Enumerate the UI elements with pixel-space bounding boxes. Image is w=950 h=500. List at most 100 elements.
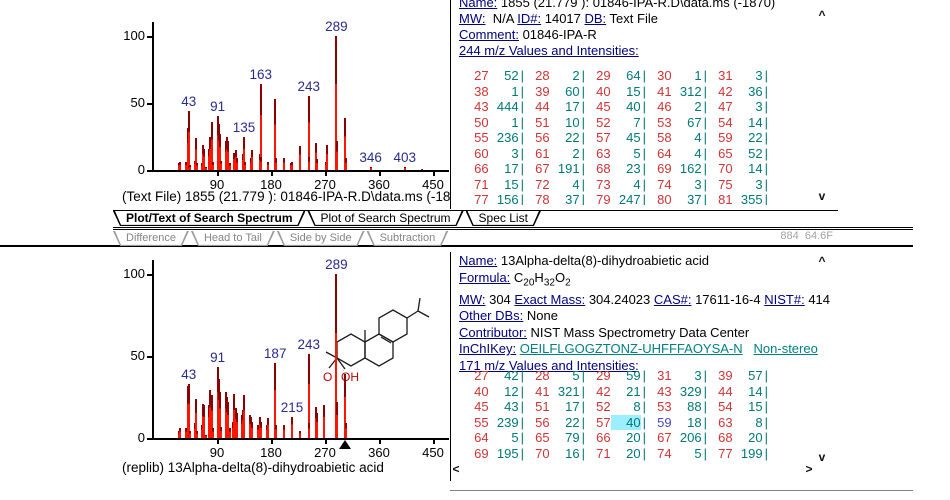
scroll-down-arrow[interactable]: v (818, 450, 826, 464)
mz-pair: 40 12 | (463, 384, 524, 400)
tab-subtraction[interactable]: Subtraction (367, 231, 449, 246)
mz-cell: 66 (474, 161, 489, 176)
mz-cell: | (520, 383, 524, 399)
mz-cell: 81 (718, 192, 733, 205)
scroll-right-arrow[interactable]: > (805, 462, 813, 476)
scroll-left-arrow[interactable]: < (452, 462, 460, 476)
mz-cell: | (703, 414, 707, 430)
mz-pair: 67 206 | (646, 430, 707, 446)
x-tick-label: 360 (368, 445, 390, 460)
peak-bar (240, 415, 243, 438)
molecular-ion-marker (339, 440, 352, 449)
tab-side-by-side[interactable]: Side by Side (277, 231, 365, 246)
search-spectrum-plot[interactable]: (Text File) 1855 (21.779 ): 01846-IPA-R.… (113, 0, 450, 209)
mz-cell: 77 (718, 445, 733, 461)
mz-cell: | (764, 192, 768, 205)
mz-cell: 15 (748, 399, 763, 414)
mz-cell: | (642, 368, 646, 383)
mz-cell: 59 (626, 368, 641, 383)
scroll-down-arrow[interactable]: v (818, 189, 826, 203)
tab-label: Subtraction (379, 232, 436, 244)
mz-cell: 55 (474, 130, 489, 145)
mz-cell: 74 (657, 176, 672, 192)
x-tick-label: 360 (368, 177, 390, 192)
tab-plot-of-search-spectrum[interactable]: Plot of Search Spectrum (307, 211, 463, 226)
peak-bar (233, 393, 236, 438)
mz-pair: 42 21 | (585, 384, 646, 400)
mz-pair: 43 444 | (463, 99, 524, 115)
mz-row: 43 444 | 44 17 | 45 40 | 46 2 | 47 3 | (463, 99, 768, 115)
mz-cell: 5 (633, 145, 641, 161)
peak-bar (196, 163, 199, 170)
mz-pair: 63 8 | (707, 415, 768, 431)
mz-row: 69 195 | 70 16 | 71 20 | 74 5 | 77 199 | (463, 446, 768, 462)
peak-bar (210, 121, 213, 170)
mz-cell: | (642, 445, 646, 461)
mz-cell: | (764, 130, 768, 145)
mz-cell: 69 (474, 445, 489, 461)
field-label: 244 m/z Values and Intensities: (459, 43, 639, 58)
peak-bar (282, 424, 285, 438)
mz-pair: 51 17 | (524, 399, 585, 415)
mz-cell: | (703, 430, 707, 445)
scroll-up-arrow[interactable]: ^ (818, 254, 826, 268)
mz-cell: 3 (755, 68, 763, 83)
mz-pair: 70 16 | (524, 446, 585, 462)
mz-cell: 61 (535, 145, 550, 161)
field-link[interactable]: Non-stereo (753, 341, 818, 357)
mz-cell: 56 (535, 414, 550, 430)
mz-cell: 74 (657, 445, 672, 461)
mz-cell: 57 (748, 368, 763, 383)
pane-splitter[interactable] (0, 245, 913, 248)
mz-pair: 29 64 | (585, 68, 646, 84)
scroll-up-arrow[interactable]: ^ (818, 8, 826, 22)
mz-pair: 44 17 | (524, 99, 585, 115)
tab-face (308, 211, 462, 225)
molecule-structure: O OH (323, 297, 430, 384)
mz-cell: | (642, 68, 646, 83)
mz-cell: 12 (504, 383, 519, 399)
mz-pair: 58 4 | (646, 130, 707, 146)
mz-pair: 57 45 | (585, 130, 646, 146)
tab-face (278, 231, 364, 245)
peak-bar (315, 406, 317, 438)
mz-cell: | (520, 399, 524, 414)
mz-pair: 57 40 | (585, 414, 646, 430)
mz-cell: | (642, 430, 646, 445)
mz-row: 66 17 | 67 191 | 68 23 | 69 162 | 70 14 | (463, 161, 768, 177)
mz-cell: 42 (718, 83, 733, 99)
peak-bar (315, 143, 317, 170)
peak-bar (257, 424, 260, 438)
tab-difference[interactable]: Difference (113, 231, 189, 246)
peak-bar (308, 423, 311, 438)
library-info-panel: Name: 13Alpha-delta(8)-dihydroabietic ac… (457, 252, 838, 492)
mz-cell: | (581, 399, 585, 414)
tab-plot-text-of-search-spectrum[interactable]: Plot/Text of Search Spectrum (113, 211, 305, 226)
info-line: Formula: C20H32O2 (459, 270, 830, 292)
mz-cell: 43 (474, 99, 489, 114)
field-value: 32 (543, 277, 555, 289)
peak-bar (232, 421, 235, 438)
peak-bar (209, 136, 212, 170)
peak-bar (219, 392, 221, 438)
y-tick-label: 0 (137, 430, 145, 445)
x-tick-label: 180 (260, 445, 282, 460)
x-tick-label: 270 (314, 445, 336, 460)
library-spectrum-plot[interactable]: O OH (replib) 13Alpha-delta(8)-dihydroab… (113, 252, 450, 488)
mz-cell: 17 (565, 399, 580, 414)
field-link[interactable]: OEILFLGOGZTONZ-UHFFFAOYSA-N (519, 341, 743, 357)
mz-cell: 17 (565, 99, 580, 114)
field-value: 1855 (21.779 ): 01846-IPA-R.D\data.ms (-… (497, 0, 776, 10)
mz-row: 60 3 | 61 2 | 63 5 | 64 4 | 65 52 | (463, 146, 768, 162)
mz-cell: 162 (679, 161, 702, 176)
field-value: Text File (606, 11, 658, 26)
mz-cell: 3 (755, 176, 763, 192)
info-line: Name: 13Alpha-delta(8)-dihydroabietic ac… (459, 253, 830, 270)
x-tick (217, 440, 219, 444)
mz-cell: 4 (694, 145, 702, 161)
tab-spec-list[interactable]: Spec List (466, 211, 541, 226)
peak-bar (217, 124, 220, 170)
mz-pair: 45 43 | (463, 399, 524, 415)
mz-cell: 247 (618, 192, 641, 205)
tab-head-to-tail[interactable]: Head to Tail (191, 231, 275, 246)
